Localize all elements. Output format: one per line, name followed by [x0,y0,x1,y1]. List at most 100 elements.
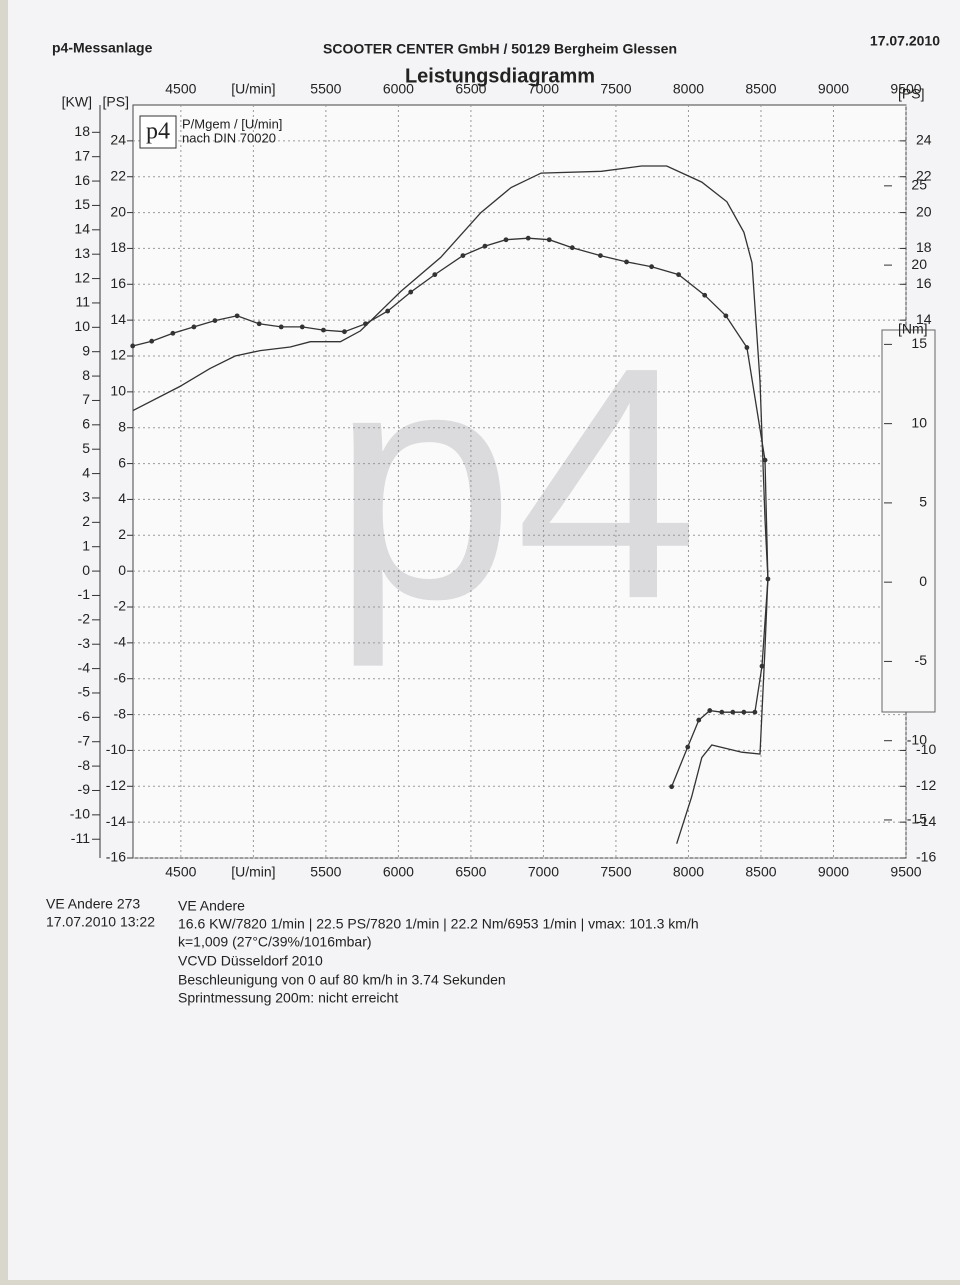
point [191,324,197,330]
y-tick-label: 6 [118,454,126,470]
footer-id: VE Andere 273 [46,896,140,912]
point [676,272,681,278]
kw-tick-label: 4 [82,464,90,480]
point [719,709,725,715]
footer-line: k=1,009 (27°C/39%/1016mbar) [178,934,372,950]
point [234,313,240,319]
y-tick-label: 8 [118,418,126,434]
point [525,235,531,241]
y2-tick-label: 10 [911,414,927,430]
y-right-axis-label: [PS] [898,86,924,102]
y2-tick-label: 25 [911,177,927,193]
point [707,708,713,713]
point [408,289,414,295]
point [385,308,391,314]
y-tick-label: 24 [110,132,126,148]
footer-line: VCVD Düsseldorf 2010 [178,953,323,969]
footer-line: Sprintmessung 200m: nicht erreicht [178,990,398,1006]
footer-line: Beschleunigung von 0 auf 80 km/h in 3.74… [178,972,506,988]
y-tick-label: -6 [114,669,127,685]
point [723,313,729,319]
point [482,243,488,249]
point [278,324,284,330]
point [752,709,758,715]
chart-title: Leistungsdiagramm [405,65,595,87]
x-tick-label: 8500 [745,864,776,880]
x-tick-label: 6000 [383,864,414,880]
kw-tick-label: 0 [82,562,90,578]
y-tick-label: 18 [110,239,126,255]
y2-tick-label: -5 [915,652,928,668]
kw-tick-label: 8 [82,367,90,383]
x-tick-label: 9500 [890,864,921,880]
y-right-tick-label: -12 [916,777,936,793]
plot-area [132,104,907,859]
x-tick-label: 9500 [890,81,921,97]
y-right-tick-label: -10 [916,741,936,757]
point [685,744,691,750]
footer-datetime: 17.07.2010 13:22 [46,914,155,930]
point [212,318,218,323]
y-tick-label: -14 [106,813,126,829]
point [149,338,155,344]
y-tick-label: 14 [110,311,126,327]
point [256,321,262,327]
y-right-tick-label: 22 [916,167,932,183]
y-right-tick-label: 20 [916,203,932,219]
x-tick-label: 4500 [165,864,196,880]
point [170,330,176,336]
point [546,237,552,243]
kw-tick-label: -7 [78,732,91,748]
point [299,324,305,330]
y2-tick-label: 5 [919,494,927,510]
y2-tick-label: 15 [911,335,927,351]
point [765,576,771,582]
x-tick-label: 7000 [528,864,559,880]
logo-box [139,115,177,149]
y2-tick-label: 20 [911,256,927,272]
y-tick-label: -4 [114,634,127,650]
point [342,329,347,335]
point [503,237,509,243]
header-center: SCOOTER CENTER GmbH / 50129 Bergheim Gle… [323,41,677,57]
kw-tick-label: 13 [74,245,90,261]
y-tick-label: -10 [106,741,126,757]
x-tick-label: 8000 [673,864,704,880]
y2-tick-label: -10 [907,731,927,747]
kw-tick-label: -10 [70,806,90,822]
kw-tick-label: 17 [74,147,90,163]
y-tick-label: 2 [118,526,126,542]
footer-line: 16.6 KW/7820 1/min | 22.5 PS/7820 1/min … [178,916,699,932]
y-tick-label: -8 [114,705,127,721]
kw-tick-label: -11 [71,830,90,846]
kw-tick-label: 14 [74,221,90,237]
x-tick-label: 6000 [383,81,414,97]
y-tick-label: 12 [110,347,126,363]
point [730,709,736,715]
y-right-tick-label: 18 [916,239,932,255]
x-tick-label: 4500 [165,81,196,97]
header-left: p4-Messanlage [52,40,153,56]
line [132,165,769,844]
point [363,321,368,327]
y-tick-label: 22 [110,167,126,183]
point [460,253,466,258]
y-tick-label: 0 [118,562,126,578]
kw-tick-label: 10 [74,318,90,334]
y-right-tick-label: -14 [916,813,936,829]
kw-tick-label: -4 [78,659,91,675]
y-right-tick-label: 24 [916,132,932,148]
y-tick-label: 20 [110,203,126,219]
y-right-tick-label: 16 [916,275,932,291]
kw-tick-label: 16 [74,172,90,188]
kw-tick-label: 9 [82,342,90,358]
point [762,457,768,463]
point [696,717,702,723]
x-tick-label: 9000 [818,864,849,880]
kw-tick-label: 11 [75,294,90,310]
x-tick-label: 7500 [600,81,631,97]
y-tick-label: 10 [110,383,126,399]
x-tick-label: 5500 [310,81,341,97]
point [130,343,136,349]
